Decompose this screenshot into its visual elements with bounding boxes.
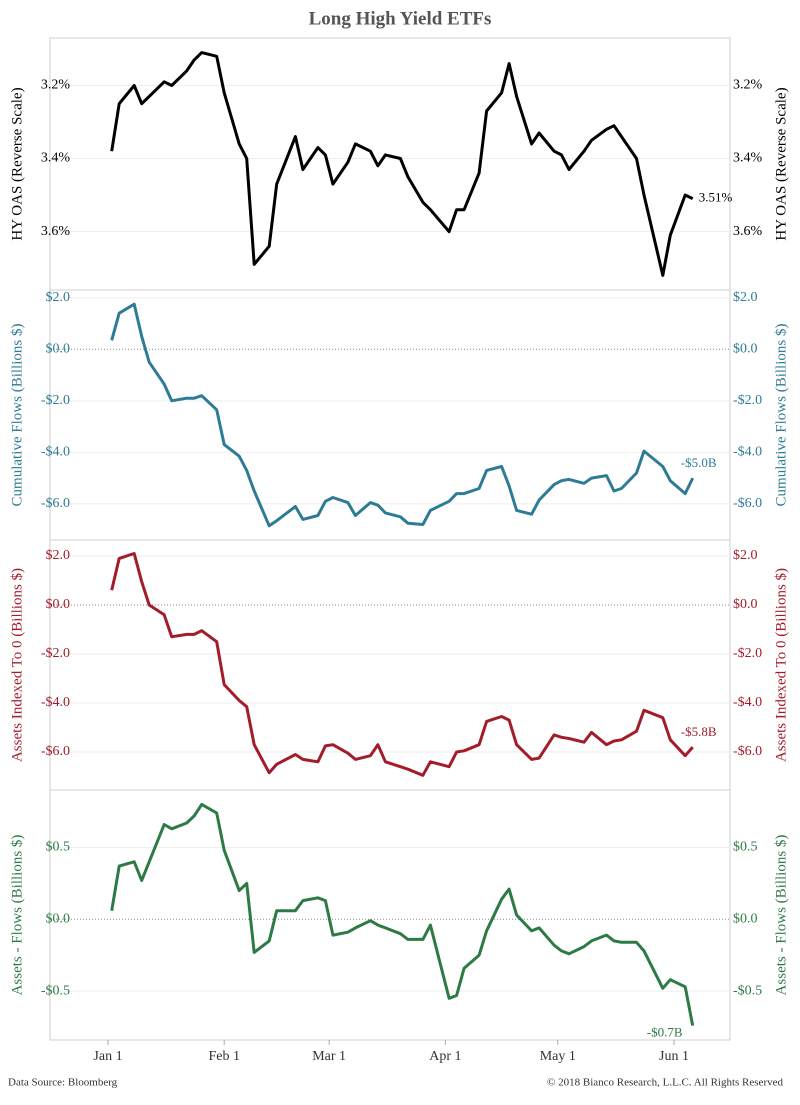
panel-frame [49,37,731,291]
y-tick-label-right: -$6.0 [733,496,762,511]
y-tick-label: -$6.0 [41,744,70,759]
source: Data Source: Bloomberg [8,1077,118,1089]
y-tick-label: $0.0 [46,912,71,927]
y-tick-label: -$6.0 [41,496,70,511]
y-tick-label: -$4.0 [41,695,70,710]
y-tick-label-right: 3.4% [733,151,763,166]
y-tick-label-right: 3.2% [733,78,763,93]
x-tick-label: May 1 [540,1049,576,1064]
end-label: -$5.0B [681,455,717,470]
y-tick-label-right: 3.6% [733,224,763,239]
y-axis-title-right: Assets Indexed To 0 (Billions $) [773,568,789,762]
y-tick-label: -$0.5 [41,983,70,998]
y-tick-label-right: -$6.0 [733,744,762,759]
x-tick-label: Jun 1 [659,1049,689,1064]
line [110,51,694,277]
panel-frame [49,789,731,1041]
line [110,552,694,777]
y-tick-label-right: $0.5 [733,840,758,855]
y-tick-label: $0.5 [46,840,71,855]
y-axis-title-right: HY OAS (Reverse Scale) [773,87,789,240]
y-tick-label: -$2.0 [41,646,70,661]
y-tick-label: 3.4% [41,151,71,166]
y-tick-label: $2.0 [46,548,71,563]
y-tick-label: $0.0 [46,341,71,356]
line [110,302,695,528]
y-tick-label-right: $0.0 [733,912,758,927]
end-label: -$5.8B [681,724,717,739]
x-tick-label: Mar 1 [312,1049,346,1064]
y-axis-title: Assets Indexed To 0 (Billions $) [9,568,25,762]
y-tick-label-right: $0.0 [733,597,758,612]
y-axis-title-right: Cumulative Flows (Billions $) [773,324,789,507]
y-tick-label-right: $0.0 [733,341,758,356]
y-tick-label: -$4.0 [41,445,70,460]
end-label: -$0.7B [647,1025,683,1040]
y-axis-title: Cumulative Flows (Billions $) [9,324,25,507]
y-tick-label: -$2.0 [41,393,70,408]
y-tick-label-right: -$4.0 [733,695,762,710]
line [110,802,695,1026]
y-tick-label-right: -$2.0 [733,646,762,661]
end-label: 3.51% [699,190,733,205]
y-axis-title-right: Assets - Flows (Billions $) [773,835,789,996]
y-tick-label: 3.6% [41,224,71,239]
y-tick-label-right: $2.0 [733,548,758,563]
panel-frame [49,289,731,541]
y-tick-label-right: -$2.0 [733,393,762,408]
copyright: © 2018 Bianco Research, L.L.C. All Right… [547,1077,783,1089]
y-tick-label: $2.0 [46,290,71,305]
chart-title: Long High Yield ETFs [309,8,492,29]
x-tick-label: Jan 1 [93,1049,122,1064]
y-tick-label-right: -$0.5 [733,983,762,998]
y-axis-title: HY OAS (Reverse Scale) [9,87,25,240]
y-tick-label-right: -$4.0 [733,445,762,460]
x-tick-label: Apr 1 [429,1049,461,1064]
x-tick-label: Feb 1 [208,1049,240,1064]
y-tick-label: 3.2% [41,78,71,93]
y-tick-label-right: $2.0 [733,290,758,305]
y-tick-label: $0.0 [46,597,71,612]
y-axis-title: Assets - Flows (Billions $) [9,835,25,996]
